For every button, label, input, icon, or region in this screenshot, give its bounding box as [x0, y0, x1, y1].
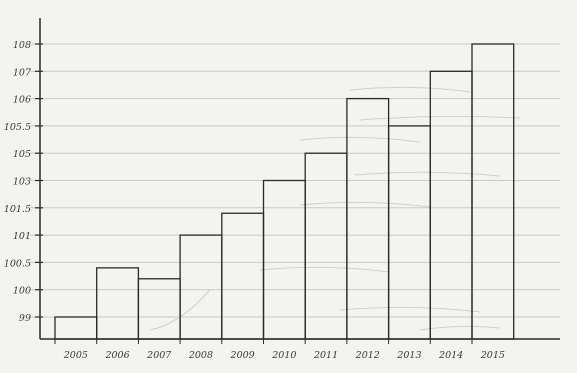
bar-2011 [304, 152, 348, 340]
y-tick-label: 101 [13, 231, 31, 242]
y-tick-label: 99 [19, 313, 31, 324]
ghost-stroke [354, 171, 501, 177]
bar-2012 [346, 97, 390, 340]
ghost-stroke [349, 86, 471, 93]
x-tick-label: 2008 [188, 350, 213, 361]
x-tick-label: 2012 [355, 350, 380, 361]
y-tick-label: 103 [13, 177, 31, 188]
axes [39, 18, 560, 340]
x-tick-label: 2005 [63, 350, 88, 361]
ghost-stroke [339, 306, 481, 313]
x-tick-label: 2013 [396, 350, 421, 361]
y-tick-label: 105.5 [4, 122, 31, 133]
x-tick-labels: 2005 2006 2007 2008 2009 2010 2011 2012 2013 2014… [54, 339, 505, 361]
y-tick-label: 105 [13, 149, 31, 160]
bars [54, 43, 515, 340]
bar-2005 [54, 316, 98, 340]
bar-2015 [471, 43, 515, 340]
x-tick-label: 2009 [230, 350, 255, 361]
bar-2010 [262, 179, 306, 340]
x-tick-label: 2015 [480, 350, 505, 361]
bar-2014 [429, 70, 473, 340]
bar-2006 [96, 267, 140, 340]
ghost-stroke [259, 266, 391, 273]
ghost-stroke [299, 201, 431, 208]
ghost-stroke [359, 115, 521, 121]
y-tick-label: 101.5 [4, 204, 31, 215]
y-tick-label: 106 [13, 95, 31, 106]
y-tick-label: 107 [13, 67, 32, 78]
y-tick-label: 100 [13, 286, 31, 297]
bar-2008 [179, 234, 223, 340]
bar-2009 [221, 212, 265, 340]
y-tick-label: 100.5 [4, 258, 31, 269]
x-tick-label: 2010 [271, 350, 296, 361]
ghost-stroke [419, 325, 501, 331]
y-tick-label: 108 [13, 40, 31, 51]
y-tick-labels: 99 100 100.5 101 101.5 103 105 105.5 106 107 108 [4, 40, 43, 324]
x-tick-label: 2014 [438, 350, 463, 361]
x-tick-label: 2006 [104, 350, 129, 361]
x-tick-label: 2011 [313, 350, 338, 361]
x-tick-label: 2007 [146, 350, 172, 361]
bar-2007 [137, 278, 181, 340]
faint-background-notes [149, 86, 521, 331]
ghost-stroke [299, 136, 421, 143]
